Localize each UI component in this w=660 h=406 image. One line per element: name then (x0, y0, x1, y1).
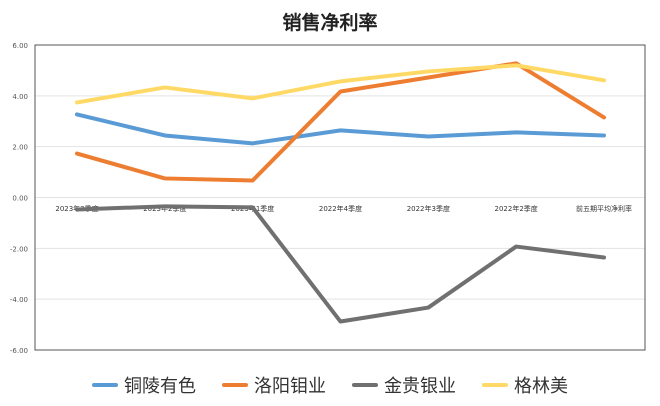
series-line-金贵银业 (75, 204, 606, 324)
legend-item: 格林美 (482, 372, 568, 398)
legend: 铜陵有色 洛阳钼业 金贵银业 格林美 (0, 372, 660, 398)
y-tick-label: -4.00 (10, 296, 28, 304)
y-tick-label: 2.00 (12, 144, 28, 152)
chart-title: 销售净利率 (282, 12, 378, 34)
series-line-铜陵有色 (75, 112, 606, 146)
y-tick-label: -2.00 (10, 245, 28, 253)
legend-swatch (482, 383, 508, 387)
x-tick-label: 2022年3季度 (407, 204, 450, 213)
x-tick-label: 2023年2季度 (143, 204, 186, 213)
legend-swatch (92, 383, 118, 387)
plot-border (34, 44, 646, 351)
x-tick-label: 前五期平均净利率 (576, 204, 632, 213)
legend-swatch (352, 383, 378, 387)
x-tick-label: 2022年4季度 (319, 204, 362, 213)
legend-label: 铜陵有色 (124, 376, 196, 397)
legend-swatch (222, 383, 248, 387)
legend-item: 铜陵有色 (92, 372, 196, 398)
legend-label: 格林美 (514, 376, 568, 397)
y-tick-label: -6.00 (10, 347, 28, 355)
legend-item: 洛阳钼业 (222, 372, 326, 398)
x-tick-label: 2022年2季度 (495, 204, 538, 213)
legend-label: 洛阳钼业 (254, 376, 326, 397)
legend-label: 金贵银业 (384, 376, 456, 397)
y-tick-label: 6.00 (12, 42, 28, 50)
legend-item: 金贵银业 (352, 372, 456, 398)
y-tick-label: 4.00 (12, 93, 28, 101)
y-tick-label: 0.00 (12, 195, 28, 203)
